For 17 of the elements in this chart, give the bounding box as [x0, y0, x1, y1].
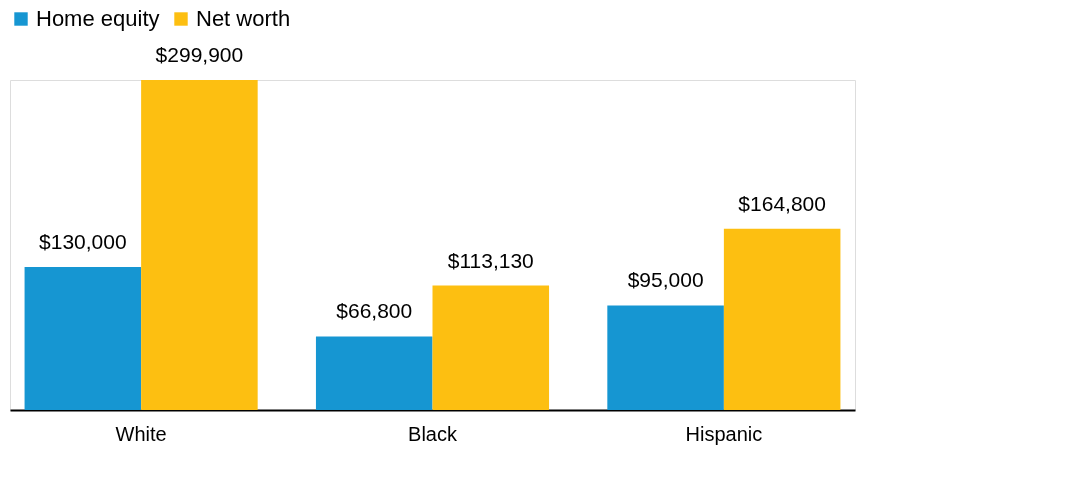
bar [607, 305, 724, 410]
data-label: $113,130 [447, 248, 534, 272]
x-tick-label: Black [408, 422, 458, 445]
data-label: $299,900 [155, 43, 244, 66]
data-label: $66,800 [336, 299, 413, 323]
x-tick-label: White [115, 422, 167, 445]
bar [723, 228, 841, 410]
data-label: $130,000 [39, 229, 127, 253]
data-label: $95,000 [627, 268, 704, 292]
bar [141, 80, 258, 410]
bar [432, 285, 550, 410]
legend-label: Net worth [196, 6, 291, 31]
bar [315, 336, 433, 410]
data-label: $164,800 [738, 191, 826, 215]
bar [24, 266, 142, 410]
legend-label: Home equity [36, 6, 160, 31]
x-tick-label: Hispanic [685, 422, 763, 445]
